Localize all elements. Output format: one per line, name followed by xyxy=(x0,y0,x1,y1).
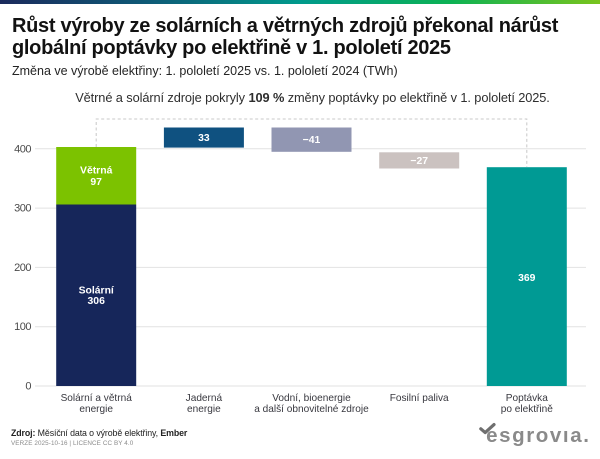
svg-text:200: 200 xyxy=(14,262,31,274)
svg-text:400: 400 xyxy=(14,143,31,155)
svg-text:0: 0 xyxy=(25,381,31,393)
svg-text:Větrná: Větrná xyxy=(80,166,113,177)
svg-text:306: 306 xyxy=(88,296,106,307)
svg-text:Poptávka: Poptávka xyxy=(506,393,548,404)
svg-text:369: 369 xyxy=(518,273,536,284)
svg-text:33: 33 xyxy=(198,133,210,144)
svg-text:po elektřině: po elektřině xyxy=(501,404,554,415)
svg-text:energie: energie xyxy=(79,404,113,415)
svg-text:97: 97 xyxy=(90,177,102,188)
svg-text:300: 300 xyxy=(14,203,31,215)
svg-text:a další obnovitelné zdroje: a další obnovitelné zdroje xyxy=(254,404,369,415)
svg-text:100: 100 xyxy=(14,321,31,333)
svg-text:Vodní, bioenergie: Vodní, bioenergie xyxy=(272,393,351,404)
svg-text:energie: energie xyxy=(187,404,221,415)
svg-text:−41: −41 xyxy=(303,135,321,146)
svg-text:esgrovıa.: esgrovıa. xyxy=(486,424,590,447)
svg-text:Solární a větrná: Solární a větrná xyxy=(61,393,133,404)
svg-text:Solární: Solární xyxy=(79,286,115,297)
svg-text:Fosilní paliva: Fosilní paliva xyxy=(390,393,449,404)
svg-text:−27: −27 xyxy=(410,156,428,167)
svg-text:Jaderná: Jaderná xyxy=(186,393,223,404)
